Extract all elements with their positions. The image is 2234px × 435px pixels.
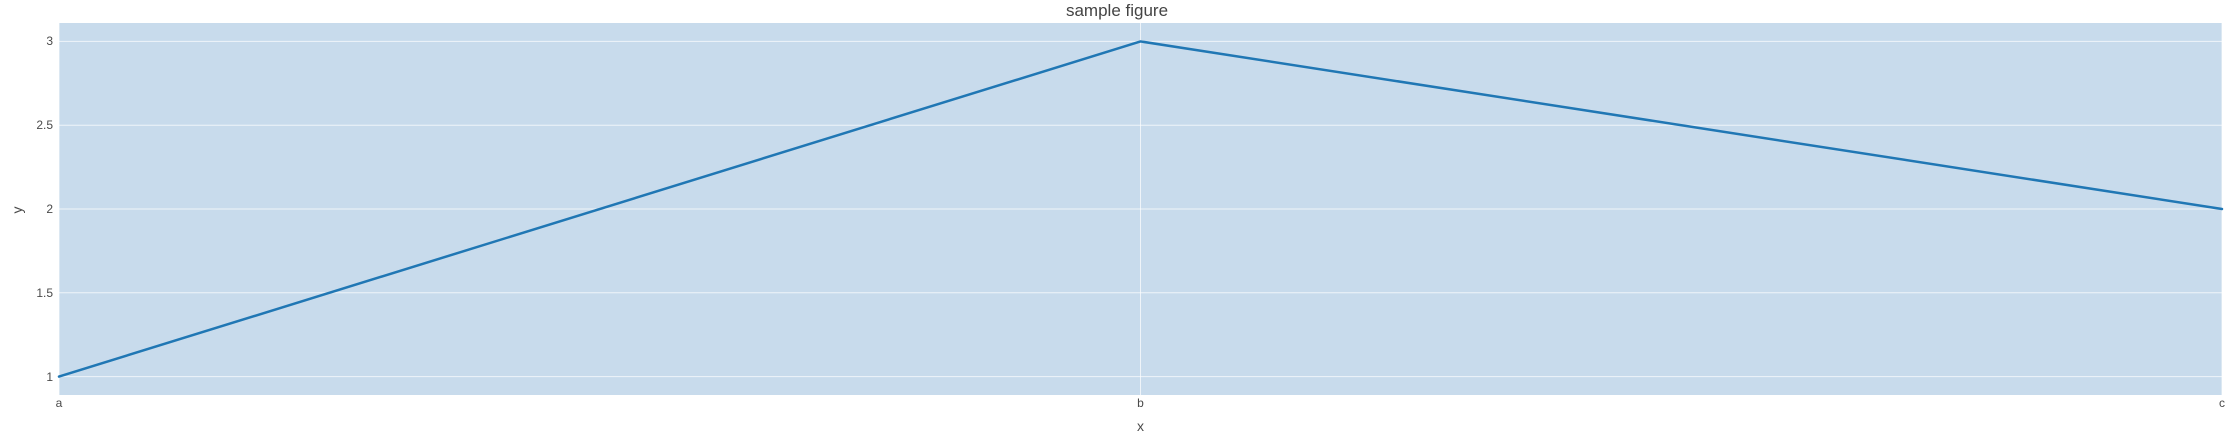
x-tick-label: c bbox=[2219, 396, 2225, 410]
x-axis-title: x bbox=[1137, 418, 1144, 434]
y-tick-label: 1.5 bbox=[36, 285, 53, 300]
y-tick-label: 1 bbox=[46, 369, 53, 384]
y-tick-label: 2.5 bbox=[36, 118, 53, 133]
x-tick-label: b bbox=[1137, 396, 1144, 410]
x-tick-label: a bbox=[55, 396, 63, 410]
data-line bbox=[57, 40, 2224, 378]
chart-title: sample figure bbox=[1065, 1, 1169, 20]
y-tick-label: 3 bbox=[46, 34, 53, 49]
y-tick-label: 2 bbox=[46, 202, 53, 216]
